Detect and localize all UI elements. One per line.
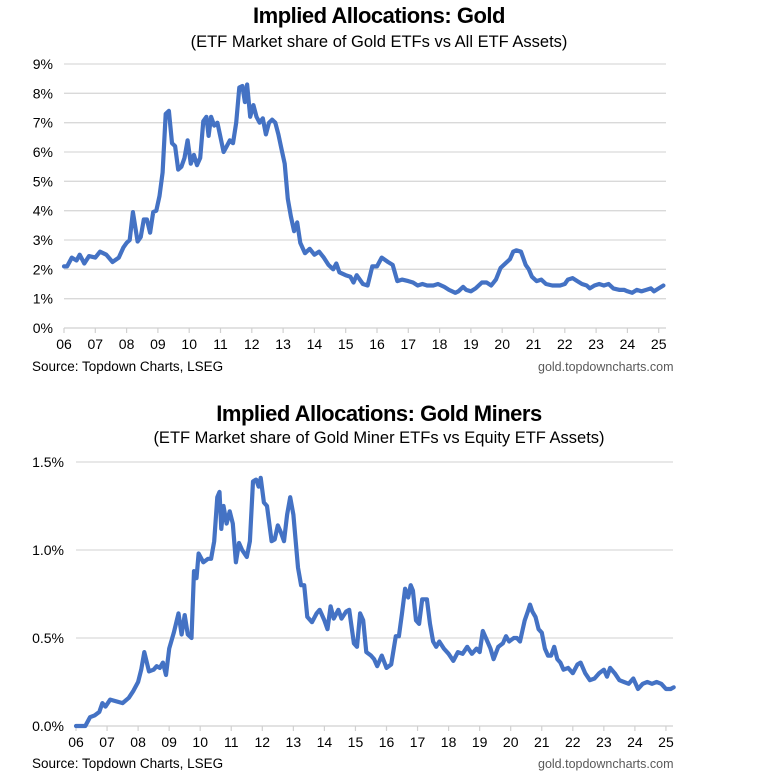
- chart2-source: Source: Topdown Charts, LSEG: [32, 756, 224, 771]
- x-tick-label: 11: [213, 336, 228, 352]
- y-tick-label: 8%: [33, 85, 53, 101]
- x-tick-label: 09: [150, 336, 166, 352]
- y-tick-label: 0%: [33, 320, 53, 336]
- x-tick-label: 17: [410, 734, 426, 750]
- x-tick-label: 14: [317, 734, 333, 750]
- x-tick-label: 15: [338, 336, 354, 352]
- x-tick-label: 12: [244, 336, 260, 352]
- x-tick-label: 06: [56, 336, 72, 352]
- x-tick-label: 19: [472, 734, 488, 750]
- x-tick-label: 16: [379, 734, 395, 750]
- x-tick-label: 18: [441, 734, 457, 750]
- chart1-watermark: gold.topdowncharts.com: [538, 360, 674, 374]
- x-tick-label: 22: [557, 336, 573, 352]
- y-tick-label: 4%: [33, 203, 53, 219]
- chart1-subtitle: (ETF Market share of Gold ETFs vs All ET…: [190, 33, 568, 51]
- y-tick-label: 1.5%: [32, 454, 64, 470]
- x-tick-label: 20: [503, 734, 519, 750]
- x-tick-label: 23: [596, 734, 612, 750]
- x-tick-label: 19: [463, 336, 479, 352]
- y-tick-label: 9%: [33, 56, 53, 72]
- series-line: [61, 82, 666, 295]
- x-tick-label: 13: [286, 734, 302, 750]
- chart1-source: Source: Topdown Charts, LSEG: [32, 359, 224, 374]
- x-tick-label: 18: [432, 336, 448, 352]
- x-tick-label: 10: [181, 336, 197, 352]
- x-tick-label: 08: [130, 734, 146, 750]
- x-tick-label: 22: [565, 734, 581, 750]
- x-tick-label: 24: [627, 734, 643, 750]
- x-tick-label: 12: [255, 734, 271, 750]
- x-tick-label: 21: [526, 336, 542, 352]
- x-tick-label: 17: [401, 336, 417, 352]
- x-tick-label: 13: [275, 336, 291, 352]
- y-tick-label: 5%: [33, 173, 53, 189]
- y-tick-label: 7%: [33, 115, 53, 131]
- chart2-watermark: gold.topdowncharts.com: [538, 757, 674, 771]
- y-tick-label: 0.0%: [32, 718, 64, 734]
- y-tick-label: 6%: [33, 144, 53, 160]
- x-tick-label: 08: [119, 336, 135, 352]
- chart1-plot: 0% 1% 2% 3% 4% 5% 6% 7% 8% 9% 06 07 08 09 10 11 12 13 14 15…: [33, 56, 667, 352]
- x-tick-label: 14: [307, 336, 323, 352]
- x-tick-label: 25: [651, 336, 667, 352]
- x-tick-label: 15: [348, 734, 364, 750]
- x-tick-label: 07: [99, 734, 115, 750]
- x-tick-label: 25: [658, 734, 674, 750]
- series-line: [73, 475, 676, 729]
- x-tick-label: 16: [369, 336, 385, 352]
- x-tick-label: 09: [161, 734, 177, 750]
- x-tick-label: 10: [192, 734, 208, 750]
- y-tick-label: 1.0%: [32, 542, 64, 558]
- chart2-title: Implied Allocations: Gold Miners: [216, 401, 542, 426]
- y-tick-label: 1%: [33, 291, 53, 307]
- x-tick-label: 20: [494, 336, 510, 352]
- y-tick-label: 2%: [33, 261, 53, 277]
- x-tick-label: 23: [588, 336, 604, 352]
- x-tick-label: 11: [224, 734, 239, 750]
- x-tick-label: 21: [534, 734, 550, 750]
- chart1-title: Implied Allocations: Gold: [253, 3, 505, 28]
- x-tick-label: 24: [620, 336, 636, 352]
- y-tick-label: 3%: [33, 232, 53, 248]
- y-tick-label: 0.5%: [32, 630, 64, 646]
- x-tick-label: 06: [68, 734, 84, 750]
- x-tick-label: 07: [88, 336, 104, 352]
- chart2-subtitle: (ETF Market share of Gold Miner ETFs vs …: [153, 429, 605, 447]
